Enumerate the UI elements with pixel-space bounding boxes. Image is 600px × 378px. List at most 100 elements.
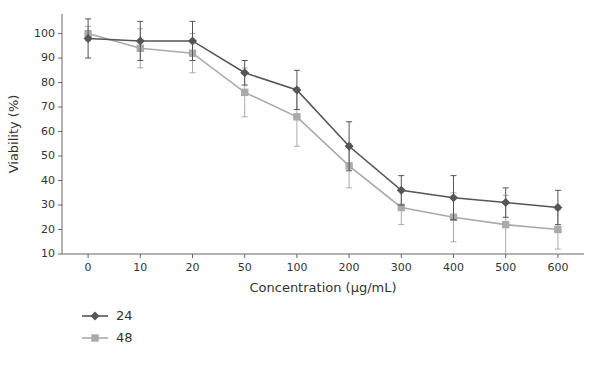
- x-tick: [296, 254, 297, 258]
- x-tick: [453, 254, 454, 258]
- x-tick-label: 300: [391, 261, 412, 274]
- y-tick: [58, 58, 62, 59]
- error-bar-cap: [555, 190, 561, 191]
- error-bar-cap: [137, 60, 143, 61]
- plot-area: [84, 19, 563, 254]
- legend-label: 24: [116, 308, 133, 323]
- y-tick-label: 10: [41, 247, 55, 260]
- point-marker: [241, 89, 248, 96]
- error-bar-cap: [190, 21, 196, 22]
- x-tick: [88, 254, 89, 258]
- series-line: [88, 34, 558, 230]
- point-marker: [136, 36, 145, 45]
- x-tick: [140, 254, 141, 258]
- error-bar-cap: [242, 60, 248, 61]
- error-bar-cap: [190, 72, 196, 73]
- x-axis-label: Concentration (μg/mL): [249, 280, 396, 295]
- x-tick-label: 10: [133, 261, 147, 274]
- y-tick: [58, 205, 62, 206]
- y-tick-label: 50: [41, 149, 55, 162]
- error-bar-cap: [555, 224, 561, 225]
- legend-label: 48: [116, 330, 133, 345]
- point-marker: [188, 36, 197, 45]
- y-tick-label: 90: [41, 51, 55, 64]
- legend-marker: [91, 334, 98, 341]
- error-bar-cap: [346, 187, 352, 188]
- point-marker: [345, 142, 354, 151]
- error-bar-cap: [451, 219, 457, 220]
- legend: 2448: [82, 308, 133, 345]
- x-tick-label: 400: [443, 261, 464, 274]
- error-bar-cap: [346, 121, 352, 122]
- x-tick: [192, 254, 193, 258]
- error-bar-cap: [503, 254, 509, 255]
- point-marker: [501, 198, 510, 207]
- point-marker: [554, 226, 561, 233]
- error-bar-cap: [451, 175, 457, 176]
- legend-marker: [91, 312, 100, 321]
- x-tick: [401, 254, 402, 258]
- y-tick-label: 80: [41, 76, 55, 89]
- x-tick-label: 100: [286, 261, 307, 274]
- legend-item: 24: [82, 308, 133, 323]
- error-bar-cap: [503, 217, 509, 218]
- error-bar-cap: [242, 85, 248, 86]
- series-0: [84, 19, 563, 225]
- error-bar-cap: [137, 21, 143, 22]
- error-bar-cap: [398, 175, 404, 176]
- y-tick-label: 100: [34, 27, 55, 40]
- error-bar-cap: [294, 70, 300, 71]
- error-bar-cap: [190, 60, 196, 61]
- point-marker: [240, 68, 249, 77]
- chart-container: 10 20 30 40 50 60 70 80 90 100 0 10 20 50 100 200 300 400…: [0, 0, 600, 378]
- x-tick-label: 20: [186, 261, 200, 274]
- point-marker: [84, 34, 93, 43]
- error-bar-cap: [137, 67, 143, 68]
- series-line: [88, 38, 558, 207]
- y-tick: [58, 254, 62, 255]
- point-marker: [397, 186, 406, 195]
- y-tick-label: 30: [41, 198, 55, 211]
- error-bar-cap: [294, 146, 300, 147]
- y-tick: [58, 229, 62, 230]
- series-1: [84, 26, 561, 254]
- x-tick-label: 200: [339, 261, 360, 274]
- error-bar-cap: [85, 18, 91, 19]
- x-tick-label: 500: [495, 261, 516, 274]
- x-tick-label: 0: [85, 261, 92, 274]
- error-bar-cap: [242, 116, 248, 117]
- point-marker: [293, 113, 300, 120]
- point-marker: [449, 193, 458, 202]
- y-tick: [58, 156, 62, 157]
- y-tick: [58, 131, 62, 132]
- x-tick-label: 600: [547, 261, 568, 274]
- y-tick-label: 20: [41, 223, 55, 236]
- y-tick-label: 40: [41, 174, 55, 187]
- error-bar-cap: [451, 241, 457, 242]
- x-tick: [349, 254, 350, 258]
- y-axis-label: Viability (%): [6, 95, 21, 174]
- y-tick: [58, 180, 62, 181]
- legend-item: 48: [82, 330, 133, 345]
- point-marker: [553, 203, 562, 212]
- y-tick: [58, 107, 62, 108]
- y-tick-label: 70: [41, 100, 55, 113]
- error-bar-cap: [398, 205, 404, 206]
- point-marker: [292, 85, 301, 94]
- x-tick: [505, 254, 506, 258]
- y-tick-label: 60: [41, 125, 55, 138]
- x-tick-label: 50: [238, 261, 252, 274]
- x-tick: [557, 254, 558, 258]
- error-bar-cap: [294, 109, 300, 110]
- y-axis-line: [62, 14, 63, 254]
- error-bar-cap: [503, 187, 509, 188]
- point-marker: [398, 204, 405, 211]
- x-tick: [244, 254, 245, 258]
- error-bar-cap: [555, 249, 561, 250]
- error-bar-cap: [346, 170, 352, 171]
- chart-svg: 10 20 30 40 50 60 70 80 90 100 0 10 20 50 100 200 300 400…: [0, 0, 600, 378]
- point-marker: [502, 221, 509, 228]
- y-tick: [58, 82, 62, 83]
- error-bar-cap: [398, 224, 404, 225]
- error-bar-cap: [85, 58, 91, 59]
